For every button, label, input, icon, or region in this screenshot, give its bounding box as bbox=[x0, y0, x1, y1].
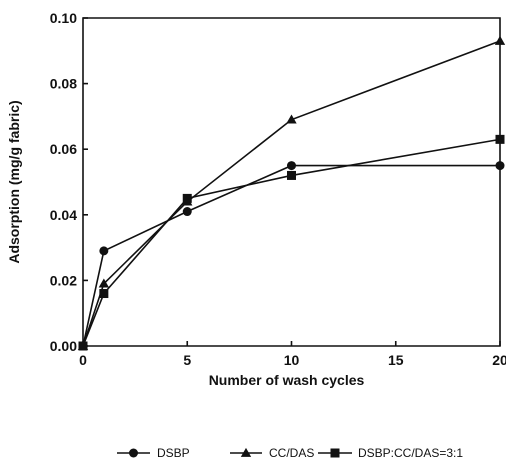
legend-label: CC/DAS bbox=[269, 446, 314, 460]
y-tick-label: 0.06 bbox=[50, 141, 77, 157]
y-axis-title: Adsorption (mg/g fabric) bbox=[6, 100, 22, 263]
data-point bbox=[182, 193, 192, 203]
legend-item-1: DSBP bbox=[117, 446, 190, 460]
y-tick-label: 0.10 bbox=[50, 10, 77, 26]
data-point bbox=[495, 161, 505, 171]
legend-item-3: DSBP:CC/DAS=3:1 bbox=[318, 446, 463, 460]
y-tick-label: 0.08 bbox=[50, 76, 77, 92]
data-point bbox=[287, 170, 296, 180]
x-axis-title: Number of wash cycles bbox=[209, 372, 365, 388]
data-point bbox=[287, 161, 296, 171]
series-line bbox=[82, 164, 500, 347]
data-point bbox=[495, 134, 505, 144]
x-tick-label: 20 bbox=[492, 352, 506, 368]
series-line bbox=[82, 40, 501, 347]
data-point bbox=[98, 278, 110, 288]
legend-marker bbox=[240, 447, 252, 457]
legend-marker bbox=[330, 448, 340, 458]
legend-item-2: CC/DAS bbox=[230, 446, 314, 460]
y-tick-label: 0.02 bbox=[50, 272, 77, 288]
legend-label: DSBP bbox=[157, 446, 190, 460]
series-2 bbox=[77, 35, 506, 350]
data-point bbox=[99, 289, 109, 299]
y-tick-label: 0.00 bbox=[50, 338, 77, 354]
plot-frame bbox=[82, 17, 501, 347]
data-point bbox=[182, 207, 192, 217]
y-tick-label: 0.04 bbox=[50, 207, 77, 223]
legend: DSBP CC/DAS DSBP:CC/DAS=3:1 bbox=[117, 446, 463, 460]
data-point bbox=[286, 114, 297, 124]
data-point bbox=[494, 35, 506, 45]
x-tick-label: 15 bbox=[388, 352, 404, 368]
x-tick-label: 10 bbox=[284, 352, 300, 368]
data-point bbox=[99, 246, 109, 256]
axes: 0 5 10 15 20 0.00 0.02 0.04 0.06 0.08 0.10 Number o… bbox=[6, 10, 506, 388]
series-3 bbox=[78, 134, 505, 351]
plot-series bbox=[77, 35, 506, 351]
series-1 bbox=[78, 161, 505, 351]
data-point bbox=[78, 341, 88, 351]
legend-label: DSBP:CC/DAS=3:1 bbox=[358, 446, 463, 460]
x-tick-label: 5 bbox=[183, 352, 191, 368]
x-tick-label: 0 bbox=[79, 352, 87, 368]
legend-marker bbox=[129, 448, 138, 458]
